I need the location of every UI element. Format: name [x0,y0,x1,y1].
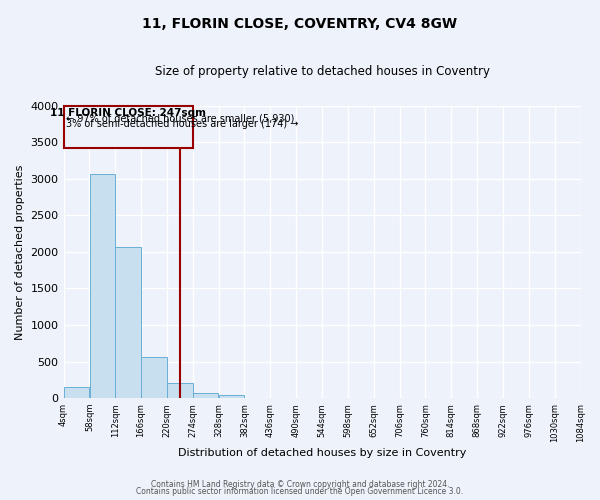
Bar [89,174,115,398]
Bar [219,395,244,398]
Bar [64,387,89,398]
Text: ← 97% of detached houses are smaller (5,930): ← 97% of detached houses are smaller (5,… [66,114,295,124]
Bar [64,106,193,148]
Bar [167,382,193,398]
Bar [115,248,141,398]
Text: Contains public sector information licensed under the Open Government Licence 3.: Contains public sector information licen… [136,488,464,496]
Text: 3% of semi-detached houses are larger (174) →: 3% of semi-detached houses are larger (1… [66,118,298,128]
Title: Size of property relative to detached houses in Coventry: Size of property relative to detached ho… [155,65,490,78]
Bar [193,392,218,398]
Text: 11, FLORIN CLOSE, COVENTRY, CV4 8GW: 11, FLORIN CLOSE, COVENTRY, CV4 8GW [142,18,458,32]
X-axis label: Distribution of detached houses by size in Coventry: Distribution of detached houses by size … [178,448,466,458]
Y-axis label: Number of detached properties: Number of detached properties [15,164,25,340]
Text: 11 FLORIN CLOSE: 247sqm: 11 FLORIN CLOSE: 247sqm [50,108,206,118]
Bar [142,357,167,398]
Text: Contains HM Land Registry data © Crown copyright and database right 2024.: Contains HM Land Registry data © Crown c… [151,480,449,489]
